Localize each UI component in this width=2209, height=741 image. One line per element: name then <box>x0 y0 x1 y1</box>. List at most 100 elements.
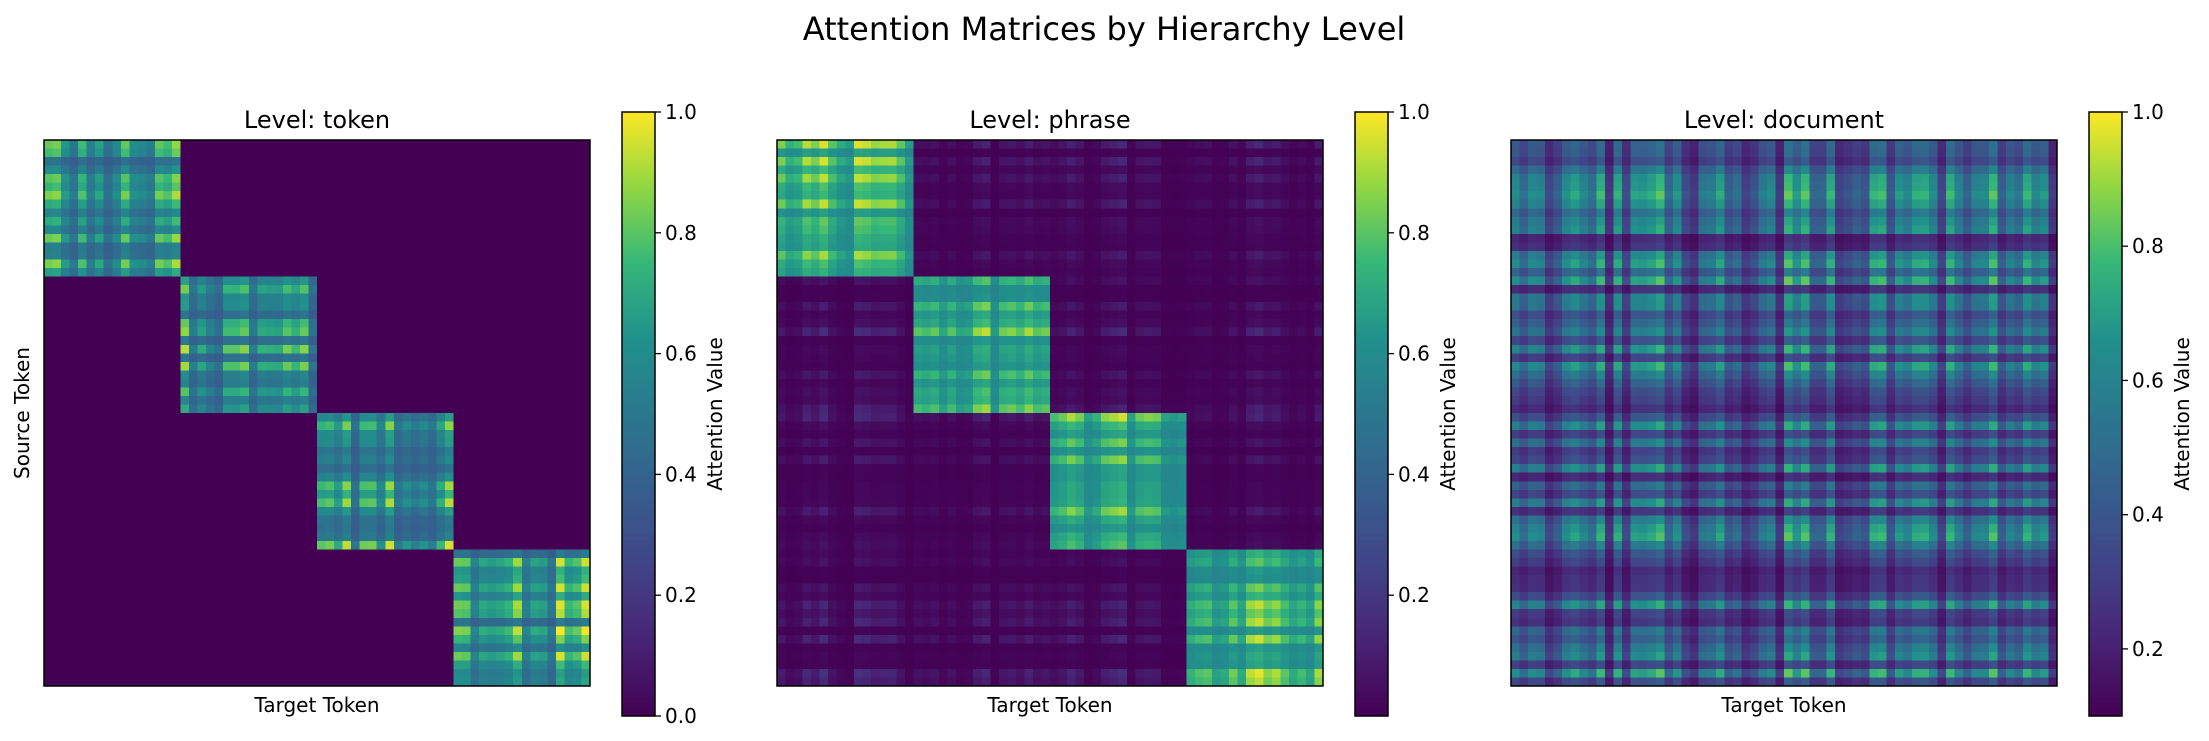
heatmap-cell <box>257 404 267 414</box>
heatmap-cell <box>240 489 250 499</box>
heatmap-cell <box>376 182 386 192</box>
heatmap-cell <box>112 293 122 303</box>
heatmap-cell <box>291 506 301 516</box>
heatmap-cell <box>317 140 327 150</box>
heatmap-cell <box>248 387 258 397</box>
heatmap-cell <box>129 174 139 184</box>
heatmap-cell <box>853 233 863 243</box>
heatmap-cell <box>206 267 216 278</box>
heatmap-cell <box>419 285 429 295</box>
heatmap-cell <box>1024 216 1034 226</box>
heatmap-cell <box>939 165 949 175</box>
heatmap-cell <box>785 199 795 209</box>
heatmap-cell <box>496 242 506 252</box>
heatmap-cell <box>189 370 199 380</box>
heatmap-cell <box>1297 165 1307 175</box>
heatmap-cell <box>325 225 335 235</box>
heatmap-cell <box>189 651 199 662</box>
heatmap-cell <box>257 481 267 491</box>
heatmap-cell <box>376 413 386 423</box>
heatmap-cell <box>95 191 105 201</box>
heatmap-cell <box>427 464 438 474</box>
heatmap-cell <box>78 481 88 491</box>
heatmap-cell <box>981 157 991 167</box>
heatmap-cell <box>248 438 258 448</box>
heatmap-cell <box>444 344 455 354</box>
heatmap-cell <box>410 361 420 371</box>
heatmap-cell <box>904 216 915 226</box>
heatmap-cell <box>52 157 62 167</box>
heatmap-cell <box>86 336 96 346</box>
heatmap-cell <box>393 600 403 610</box>
heatmap-cell <box>69 498 79 508</box>
heatmap-cell <box>453 481 463 491</box>
heatmap-cell <box>146 549 156 559</box>
heatmap-cell <box>308 532 318 542</box>
heatmap-cell <box>956 208 966 218</box>
heatmap-cell <box>180 242 190 252</box>
heatmap-cell <box>95 174 105 184</box>
heatmap-cell <box>342 327 352 337</box>
heatmap-cell <box>291 285 301 295</box>
heatmap-cell <box>521 250 531 261</box>
heatmap-cell <box>419 387 429 397</box>
heatmap-cell <box>163 447 173 457</box>
heatmap-cell <box>69 617 79 627</box>
heatmap-cell <box>393 327 403 337</box>
heatmap-cell <box>342 216 352 226</box>
heatmap-cell <box>572 668 583 679</box>
heatmap-cell <box>1024 140 1034 150</box>
heatmap-cell <box>1015 233 1026 243</box>
heatmap-cell <box>317 267 327 278</box>
heatmap-cell <box>359 421 369 431</box>
heatmap-cell <box>112 455 122 465</box>
heatmap-cell <box>180 140 190 150</box>
heatmap-cell <box>163 302 173 312</box>
heatmap-cell <box>137 413 147 423</box>
heatmap-cell <box>265 267 275 278</box>
heatmap-cell <box>376 600 386 610</box>
heatmap-cell <box>317 285 327 295</box>
heatmap-cell <box>436 549 446 559</box>
heatmap-cell <box>496 216 506 226</box>
heatmap-cell <box>513 430 523 440</box>
heatmap-cell <box>1126 174 1136 184</box>
heatmap-cell <box>555 259 566 269</box>
heatmap-cell <box>436 242 446 252</box>
heatmap-cell <box>1075 216 1085 226</box>
heatmap-cell <box>299 267 310 278</box>
heatmap-cell <box>44 404 54 414</box>
heatmap-cell <box>282 233 293 243</box>
heatmap-cell <box>1229 157 1239 167</box>
heatmap-cell <box>393 523 403 534</box>
heatmap-cell <box>317 438 327 448</box>
heatmap-cell <box>410 592 420 602</box>
heatmap-cell <box>44 140 54 150</box>
heatmap-cell <box>1177 216 1188 226</box>
heatmap-cell <box>479 370 489 380</box>
heatmap-cell <box>248 506 258 516</box>
heatmap-cell <box>410 336 420 346</box>
heatmap-cell <box>231 310 241 320</box>
heatmap-cell <box>504 387 514 397</box>
heatmap-cell <box>555 523 566 534</box>
heatmap-cell <box>206 310 216 320</box>
heatmap-cell <box>189 267 199 278</box>
heatmap-cell <box>581 472 591 482</box>
heatmap-cell <box>376 302 386 312</box>
heatmap-cell <box>1280 191 1290 201</box>
heatmap-cell <box>112 660 122 670</box>
heatmap-cell <box>61 336 71 346</box>
heatmap-cell <box>436 600 446 610</box>
heatmap-cell <box>572 583 583 593</box>
heatmap-cell <box>462 276 472 286</box>
heatmap-cell <box>513 216 523 226</box>
heatmap-cell <box>1246 216 1256 226</box>
heatmap-cell <box>453 583 463 593</box>
heatmap-cell <box>325 285 335 295</box>
heatmap-cell <box>248 430 258 440</box>
heatmap-cell <box>1041 165 1051 175</box>
heatmap-cell <box>513 259 523 269</box>
heatmap-cell <box>1143 208 1153 218</box>
heatmap-cell <box>1237 216 1247 226</box>
